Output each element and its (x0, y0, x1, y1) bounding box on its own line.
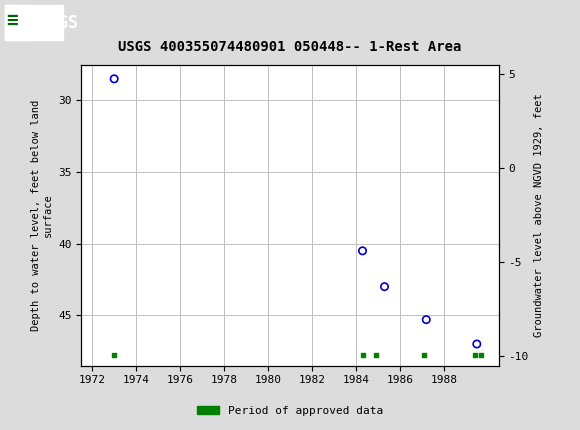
Text: USGS: USGS (38, 14, 78, 31)
Text: USGS: USGS (8, 15, 44, 30)
Point (358, 247, 367, 254)
Point (472, 341, 481, 347)
Text: ≡: ≡ (6, 11, 17, 30)
Point (380, 283, 389, 290)
Bar (5, 6, 31, 40)
Point (419, 352, 429, 359)
Y-axis label: Depth to water level, feet below land
surface: Depth to water level, feet below land su… (31, 99, 52, 331)
Point (477, 352, 486, 359)
Point (470, 352, 479, 359)
Point (422, 316, 431, 323)
Text: USGS 400355074480901 050448-- 1-Rest Area: USGS 400355074480901 050448-- 1-Rest Are… (118, 40, 462, 54)
Point (358, 352, 367, 359)
Y-axis label: Groundwater level above NGVD 1929, feet: Groundwater level above NGVD 1929, feet (534, 93, 544, 337)
Bar (5, 6, 63, 40)
Point (110, 75, 119, 82)
Legend: Period of approved data: Period of approved data (193, 401, 387, 420)
Point (110, 352, 119, 359)
Point (371, 352, 380, 359)
